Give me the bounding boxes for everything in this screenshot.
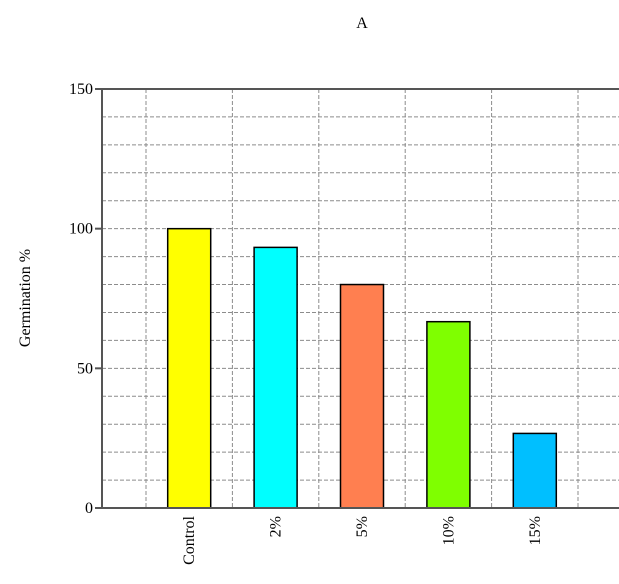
y-tick-labels: 0 50 100 150 [69,81,102,517]
x-tick-label: 10% [440,516,457,545]
x-tick-label: 2% [268,516,285,537]
bars [166,227,558,509]
bar [512,432,558,509]
y-tick-label: 50 [77,360,93,377]
y-tick-label: 100 [69,221,93,238]
axes [101,88,619,509]
y-tick-label: 150 [69,81,93,98]
y-axis-label: Germination % [17,249,34,347]
x-tick-labels: Control 2% 5% 10% 15% [181,515,544,564]
bar [426,320,471,509]
x-tick-label: 5% [354,516,371,537]
x-tick-label: Control [181,515,198,564]
x-tick-label: 15% [527,516,544,545]
bar [166,227,212,509]
y-tick-label: 0 [85,500,93,517]
chart-title: A [356,15,368,32]
bar [339,283,385,509]
bar [253,246,298,509]
